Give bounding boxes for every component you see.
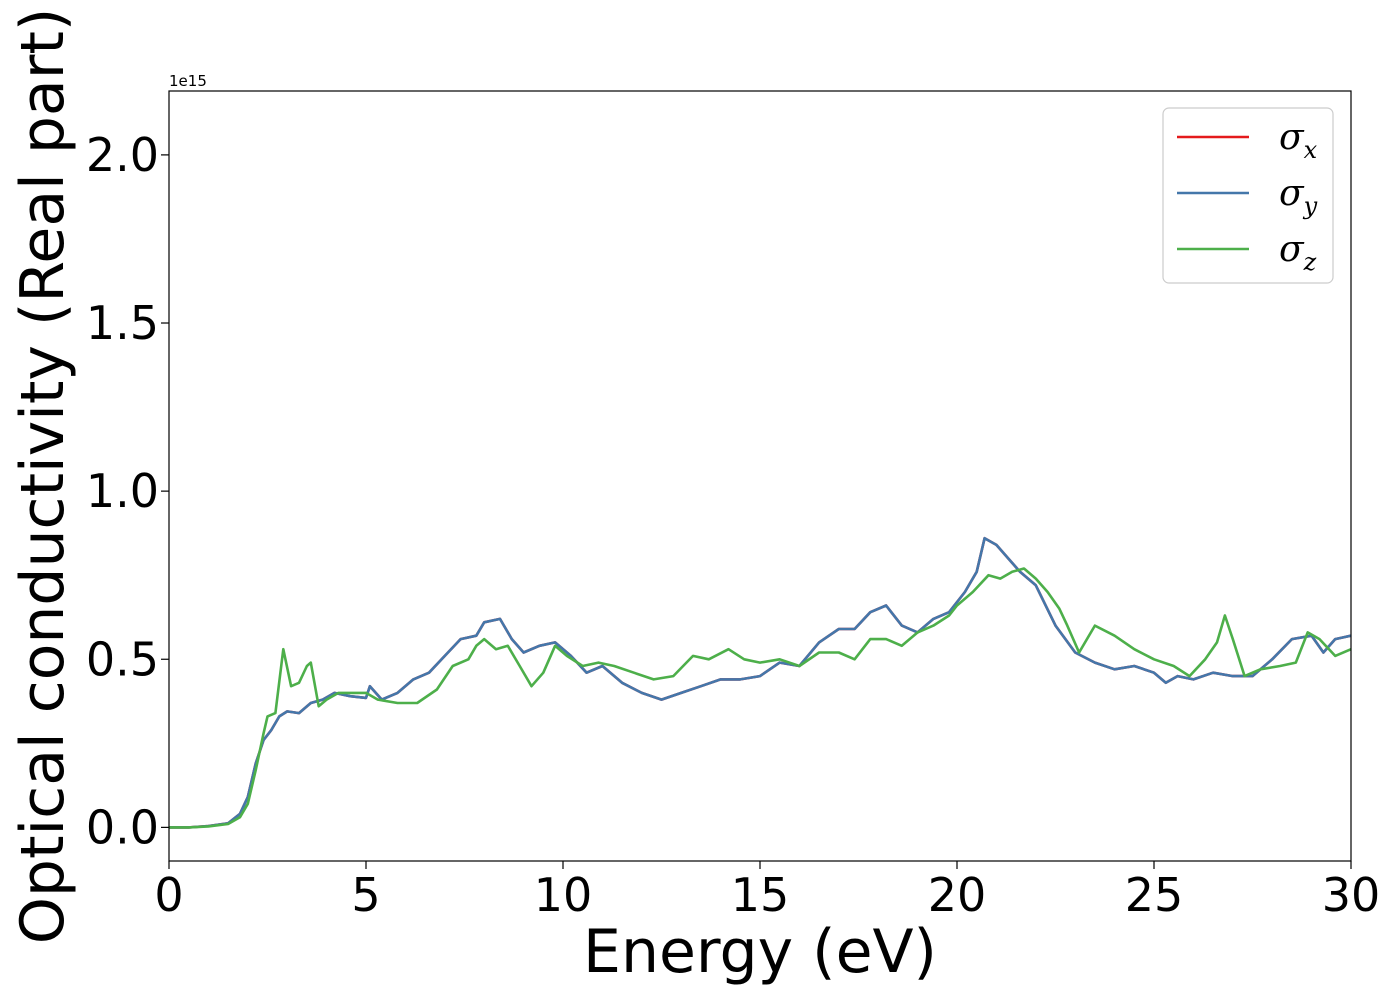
- series-layer: [169, 536, 1351, 829]
- x-tick-label: 0: [154, 868, 183, 922]
- x-tick-label: 5: [351, 868, 380, 922]
- x-axis-ticks: 0 5 10 15 20 25 30: [154, 861, 1380, 922]
- x-tick-label: 25: [1125, 868, 1184, 922]
- legend-box: [1162, 107, 1334, 284]
- x-axis-label: Energy (eV): [583, 917, 937, 987]
- y-offset-label: 1e15: [169, 72, 207, 90]
- y-tick-label: 1.5: [86, 296, 159, 350]
- x-tick-label: 15: [731, 868, 790, 922]
- y-axis-ticks: 0.0 0.5 1.0 1.5 2.0: [86, 128, 169, 854]
- y-tick-label: 2.0: [86, 128, 159, 182]
- x-tick-label: 10: [534, 868, 593, 922]
- series-line-sigma-x: [169, 536, 1351, 829]
- series-line-sigma-z: [169, 567, 1351, 829]
- y-tick-label: 1.0: [86, 464, 159, 518]
- y-tick-label: 0.5: [86, 632, 159, 686]
- x-tick-label: 20: [928, 868, 987, 922]
- y-tick-label: 0.0: [86, 800, 159, 854]
- x-tick-label: 30: [1322, 868, 1381, 922]
- y-axis-label: Optical conductivity (Real part): [8, 8, 78, 945]
- series-line-sigma-y: [169, 536, 1351, 829]
